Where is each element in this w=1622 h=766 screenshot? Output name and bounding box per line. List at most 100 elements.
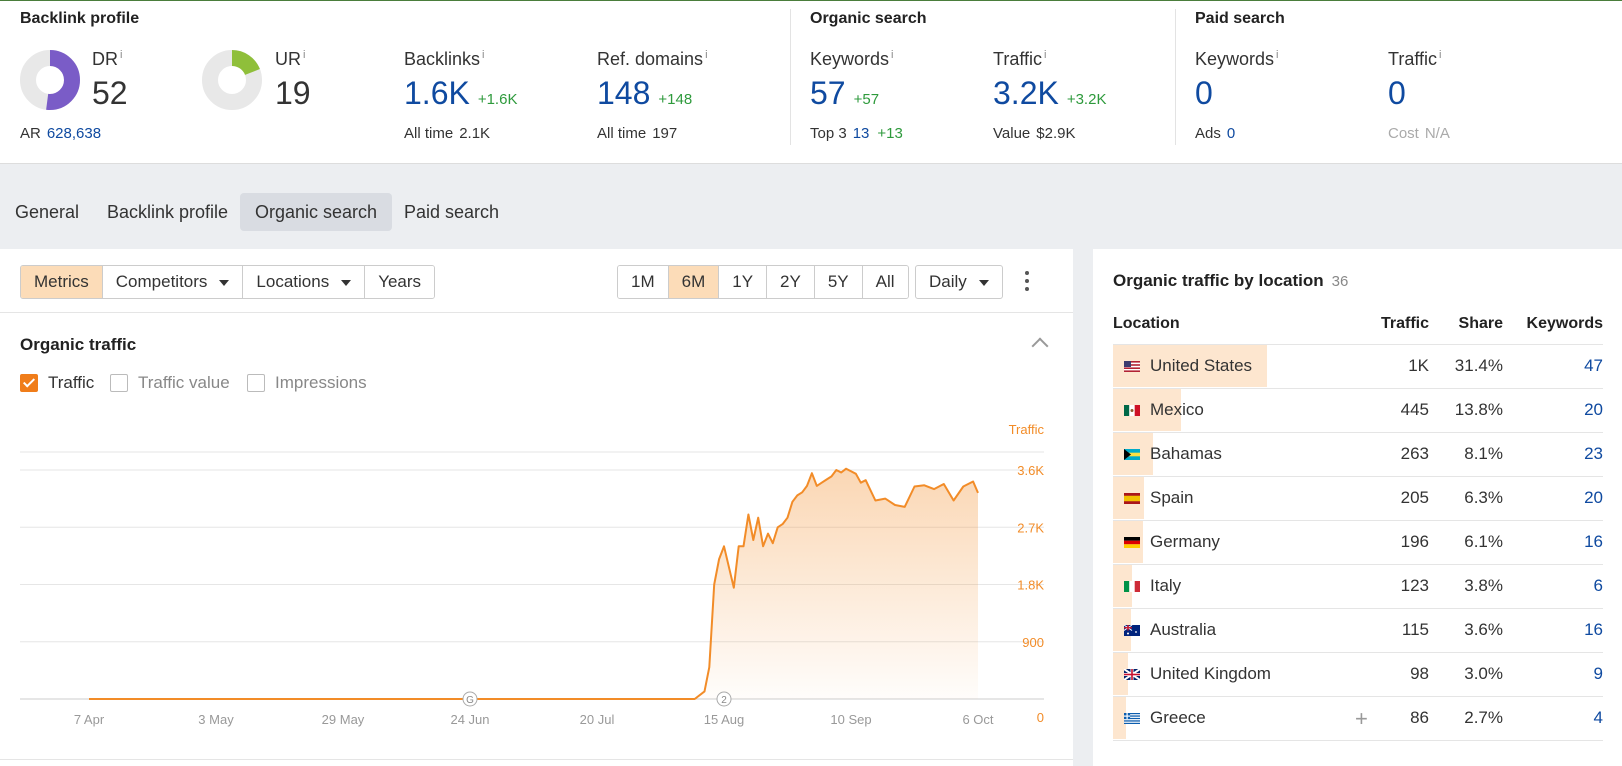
share-value: 13.8% <box>1454 400 1503 419</box>
mx-flag-icon <box>1124 405 1140 416</box>
metrics-overview: Backlink profile DR i 52 AR 628,638 UR i 19… <box>0 1 1622 164</box>
share-value: 6.3% <box>1464 488 1503 507</box>
paid-keywords-value[interactable]: 0 <box>1195 75 1213 111</box>
report-tabs: General Backlink profile Organic search … <box>0 164 1622 249</box>
info-icon[interactable]: i <box>120 49 123 61</box>
keywords-column-header[interactable]: Keywords <box>1526 315 1603 332</box>
collapse-chevron-icon[interactable] <box>1031 337 1049 355</box>
location-row[interactable]: United States 1K 31.4% 47 <box>1113 345 1603 389</box>
organic-traffic-label: Traffic i <box>993 49 1047 69</box>
paid-search-title: Paid search <box>1195 10 1285 27</box>
organic-traffic-value-row: Value $2.9K <box>993 125 1076 142</box>
keywords-link[interactable]: 6 <box>1593 576 1603 595</box>
country-name: Mexico <box>1150 400 1204 419</box>
locations-dropdown[interactable]: Locations <box>243 266 366 298</box>
paid-traffic-label: Traffic i <box>1388 49 1442 69</box>
country-name: Germany <box>1150 532 1220 551</box>
x-tick-label: 20 Jul <box>580 712 615 727</box>
traffic-column-header[interactable]: Traffic <box>1380 315 1429 332</box>
location-row[interactable]: United Kingdom 98 3.0% 9 <box>1113 653 1603 697</box>
competitors-dropdown[interactable]: Competitors <box>102 266 244 298</box>
ar-row: AR 628,638 <box>20 125 102 142</box>
caret-down-icon <box>341 279 352 286</box>
divider <box>0 312 1073 313</box>
keywords-link[interactable]: 4 <box>1593 708 1603 727</box>
y-tick-label: 0 <box>1037 710 1044 725</box>
share-column-header[interactable]: Share <box>1458 315 1503 332</box>
traffic-value: 205 <box>1400 488 1429 507</box>
ar-value[interactable]: 628,638 <box>46 125 102 142</box>
info-icon[interactable]: i <box>1044 49 1047 61</box>
organic-traffic-panel: Metrics Competitors Locations Years 1M 6… <box>0 249 1073 766</box>
traffic-value-checkbox[interactable]: Traffic value <box>110 373 230 393</box>
traffic-value: 263 <box>1400 444 1429 463</box>
keywords-link[interactable]: 16 <box>1584 620 1603 639</box>
backlinks-value[interactable]: 1.6K +1.6K <box>404 75 518 111</box>
keywords-link[interactable]: 23 <box>1584 444 1603 463</box>
range-1y-button[interactable]: 1Y <box>719 266 768 298</box>
add-plus-icon[interactable]: + <box>1355 706 1368 731</box>
keywords-link[interactable]: 16 <box>1584 532 1603 551</box>
location-row[interactable]: Spain 205 6.3% 20 <box>1113 477 1603 521</box>
traffic-value: 115 <box>1401 620 1429 639</box>
country-name: Italy <box>1150 576 1182 595</box>
x-tick-label: 15 Aug <box>704 712 745 727</box>
checkbox-unchecked-icon <box>247 374 265 392</box>
info-icon[interactable]: i <box>303 49 306 61</box>
info-icon[interactable]: i <box>1276 49 1279 61</box>
traffic-checkbox[interactable]: Traffic <box>20 373 94 393</box>
range-1m-button[interactable]: 1M <box>618 266 669 298</box>
keywords-link[interactable]: 20 <box>1584 488 1603 507</box>
location-row[interactable]: Greece 86 2.7% 4 + <box>1113 697 1603 741</box>
annotation-marker <box>462 691 478 707</box>
info-icon[interactable]: i <box>1439 49 1442 61</box>
share-value: 3.8% <box>1464 576 1503 595</box>
paid-traffic-value[interactable]: 0 <box>1388 75 1406 111</box>
keywords-link[interactable]: 47 <box>1584 356 1603 375</box>
y-tick-label: 1.8K <box>1017 578 1044 593</box>
metrics-button[interactable]: Metrics <box>21 266 103 298</box>
organic-keywords-value[interactable]: 57 +57 <box>810 75 880 111</box>
tab-paid-search[interactable]: Paid search <box>404 202 500 222</box>
x-tick-label: 24 Jun <box>450 712 489 727</box>
location-count: 36 <box>1331 273 1349 290</box>
info-icon[interactable]: i <box>705 49 708 61</box>
more-options-icon[interactable] <box>1025 271 1031 295</box>
traffic-by-location-panel: Organic traffic by location 36 Location T… <box>1093 249 1622 766</box>
traffic-series-line <box>89 467 979 700</box>
keywords-link[interactable]: 9 <box>1593 664 1603 683</box>
granularity-dropdown[interactable]: Daily <box>915 265 1003 299</box>
tab-backlink-profile[interactable]: Backlink profile <box>107 202 229 222</box>
range-5y-button[interactable]: 5Y <box>814 266 863 298</box>
location-row[interactable]: Bahamas 263 8.1% 23 <box>1113 433 1603 477</box>
range-6m-button[interactable]: 6M <box>668 266 720 298</box>
location-row[interactable]: Australia 115 3.6% 16 <box>1113 609 1603 653</box>
organic-search-title: Organic search <box>810 10 927 27</box>
impressions-checkbox[interactable]: Impressions <box>247 373 367 393</box>
y-axis-title: Traffic <box>1009 422 1045 437</box>
location-row[interactable]: Italy 123 3.8% 6 <box>1113 565 1603 609</box>
location-row[interactable]: Mexico 445 13.8% 20 <box>1113 389 1603 433</box>
range-all-button[interactable]: All <box>862 266 908 298</box>
organic-keywords-label: Keywords i <box>810 49 894 69</box>
paid-cost-row: Cost N/A <box>1388 125 1450 142</box>
backlinks-delta: +1.6K <box>477 91 518 108</box>
traffic-value: 196 <box>1400 532 1429 551</box>
tab-organic-search[interactable]: Organic search <box>240 193 393 231</box>
keywords-link[interactable]: 20 <box>1584 400 1603 419</box>
ur-label: UR i <box>275 49 306 69</box>
ref-domains-value[interactable]: 148 +148 <box>597 75 693 111</box>
de-flag-icon <box>1124 537 1140 548</box>
years-button[interactable]: Years <box>365 266 435 298</box>
organic-traffic-value[interactable]: 3.2K +3.2K <box>993 75 1107 111</box>
share-bar <box>1113 697 1127 739</box>
location-row[interactable]: Germany 196 6.1% 16 <box>1113 521 1603 565</box>
info-icon[interactable]: i <box>482 49 485 61</box>
tab-general[interactable]: General <box>15 202 80 222</box>
location-column-header[interactable]: Location <box>1113 315 1180 332</box>
annotation-label: G <box>466 695 474 706</box>
x-tick-label: 10 Sep <box>830 712 871 727</box>
info-icon[interactable]: i <box>891 49 894 61</box>
country-name: Australia <box>1150 620 1217 639</box>
range-2y-button[interactable]: 2Y <box>767 266 815 298</box>
